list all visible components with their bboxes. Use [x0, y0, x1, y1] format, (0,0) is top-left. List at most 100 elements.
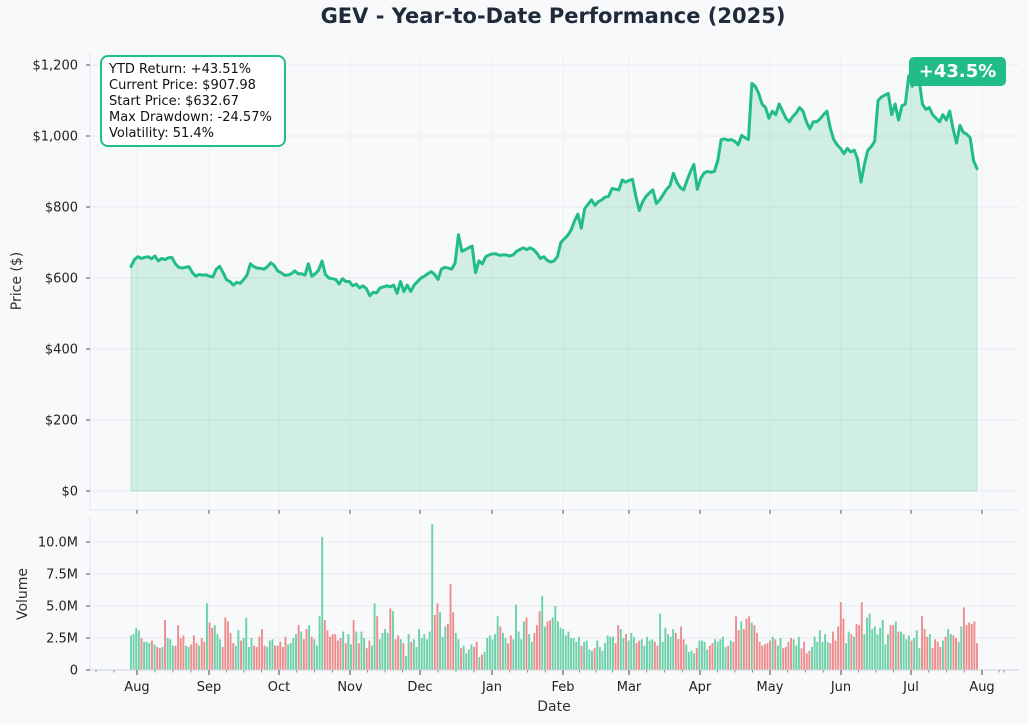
volume-bar	[593, 648, 596, 670]
volume-bar	[923, 629, 926, 670]
volume-bar	[965, 625, 968, 670]
volume-bar	[355, 631, 358, 670]
volume-bar	[198, 645, 201, 670]
volume-bar	[918, 648, 921, 670]
volume-bar	[664, 627, 667, 670]
volume-bar	[200, 638, 203, 670]
volume-bar	[931, 648, 934, 670]
volume-bar	[617, 625, 620, 670]
volume-bar	[970, 623, 973, 670]
volume-bar	[708, 645, 711, 670]
volume-bar	[598, 646, 601, 670]
stat-volatility: Volatility: 51.4%	[109, 126, 215, 141]
volume-bar	[669, 636, 672, 670]
volume-bar	[868, 613, 871, 670]
volume-bar	[148, 643, 151, 670]
volume-bar	[462, 645, 465, 670]
price-y-tick-label: $200	[45, 414, 78, 429]
volume-bar	[871, 629, 874, 670]
volume-bar	[339, 638, 342, 670]
volume-bar	[737, 630, 740, 670]
volume-bar	[703, 641, 706, 670]
volume-bar	[742, 629, 745, 670]
volume-bar	[821, 641, 824, 670]
volume-bar	[850, 634, 853, 670]
volume-bar	[824, 634, 827, 670]
volume-bar	[326, 630, 329, 670]
volume-bar	[512, 639, 515, 670]
volume-bar	[418, 629, 421, 670]
volume-bar	[852, 636, 855, 670]
volume-bar	[284, 636, 287, 670]
volume-bar	[460, 648, 462, 670]
volume-bar	[457, 639, 460, 670]
volume-bar	[567, 631, 570, 670]
volume-bar	[528, 634, 531, 670]
volume-bar	[622, 638, 625, 670]
volume-bar	[936, 641, 939, 670]
volume-bar	[562, 629, 565, 670]
volume-bar	[682, 639, 685, 670]
volume-bar	[316, 645, 318, 670]
volume-bar	[577, 636, 580, 670]
volume-bar	[405, 655, 407, 670]
volume-x-tick-label: Feb	[551, 680, 574, 695]
volume-bar	[488, 635, 491, 670]
volume-bar	[153, 644, 156, 670]
volume-bar	[360, 631, 363, 670]
volume-bar	[174, 645, 177, 670]
price-line	[129, 74, 979, 298]
volume-bar	[913, 638, 916, 670]
volume-bar	[336, 640, 339, 670]
volume-bar	[234, 645, 237, 670]
volume-bar	[478, 657, 481, 670]
volume-bar	[934, 639, 937, 670]
volume-bar	[635, 643, 638, 670]
volume-bar	[386, 632, 389, 670]
volume-bar	[543, 626, 546, 670]
volume-bar	[716, 641, 719, 670]
volume-bar	[486, 638, 489, 670]
volume-bar	[151, 640, 153, 670]
volume-bar	[137, 630, 140, 670]
volume-bar	[156, 646, 159, 670]
volume-bar	[538, 611, 541, 670]
volume-x-tick-label: Oct	[268, 680, 290, 695]
volume-bar	[863, 634, 866, 670]
volume-bar	[300, 631, 303, 670]
volume-bar	[192, 635, 195, 670]
volume-bar	[646, 636, 648, 670]
price-y-tick-label: $1,200	[33, 59, 79, 74]
volume-bar	[829, 643, 832, 670]
volume-bar	[509, 635, 512, 670]
volume-bar	[452, 612, 455, 670]
volume-bar	[287, 644, 290, 670]
volume-bar	[800, 648, 803, 670]
stat-start-price: Start Price: $632.67	[109, 94, 239, 109]
volume-bar	[373, 603, 376, 670]
volume-y-tick-label: 2.5M	[46, 632, 78, 647]
volume-bar	[520, 639, 523, 670]
volume-bar	[274, 645, 277, 670]
volume-bar	[572, 638, 575, 670]
volume-bar	[732, 641, 735, 670]
volume-bar	[135, 627, 138, 670]
volume-bar	[130, 635, 132, 670]
volume-bar	[365, 648, 368, 670]
volume-bar	[378, 639, 381, 670]
volume-bar	[276, 645, 279, 670]
volume-x-tick-label: Jan	[481, 680, 502, 695]
volume-bar	[808, 650, 811, 670]
volume-bar	[446, 623, 449, 670]
volume-bar	[962, 607, 965, 670]
volume-bar	[614, 643, 617, 670]
volume-bar	[580, 645, 583, 670]
volume-bar	[640, 639, 643, 670]
volume-bar	[554, 606, 557, 670]
volume-bar	[661, 641, 664, 670]
volume-bar	[295, 634, 297, 670]
volume-bar	[263, 645, 266, 670]
volume-bar	[666, 634, 669, 670]
volume-bar	[729, 640, 732, 670]
volume-bar	[289, 643, 292, 670]
